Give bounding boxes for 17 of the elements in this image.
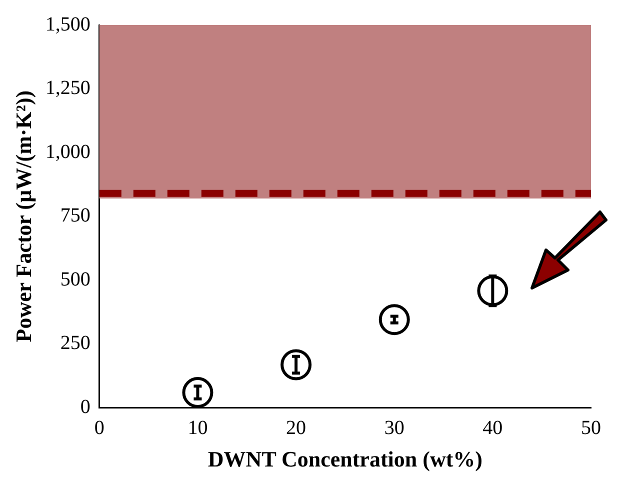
y-tick-label: 1,500 bbox=[45, 13, 90, 36]
y-tick-label: 750 bbox=[60, 204, 90, 227]
x-tick-label: 20 bbox=[286, 416, 306, 439]
y-tick-label: 250 bbox=[60, 332, 90, 354]
x-tick-label: 40 bbox=[482, 416, 503, 439]
x-axis-title: DWNT Concentration (wt%) bbox=[208, 446, 482, 472]
y-tick-label: 500 bbox=[60, 268, 90, 290]
x-tick-label: 50 bbox=[581, 416, 601, 439]
x-tick-label: 0 bbox=[94, 416, 104, 439]
x-tick-label: 30 bbox=[384, 416, 404, 439]
point bbox=[378, 304, 410, 336]
y-tick-label: 1,250 bbox=[45, 77, 90, 100]
y-axis-title: Power Factor (µW/(m·K²)) bbox=[10, 90, 36, 342]
x-tick-label: 10 bbox=[188, 416, 208, 439]
y-tick-label: 1,000 bbox=[45, 140, 90, 163]
point bbox=[182, 377, 214, 408]
y-tick-label: 0 bbox=[80, 396, 90, 418]
